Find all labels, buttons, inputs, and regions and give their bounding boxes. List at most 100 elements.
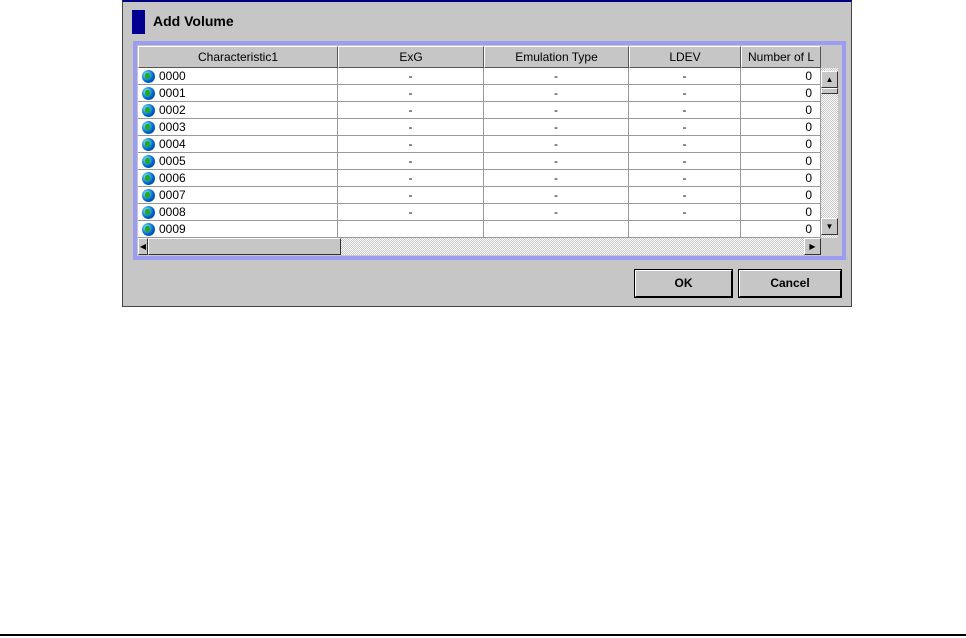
column-header-number-of-l[interactable]: Number of L: [741, 46, 821, 68]
page-divider: [0, 634, 966, 636]
table-row[interactable]: 0009 0: [138, 221, 821, 238]
cell-text: -: [554, 137, 558, 151]
column-header-ldev[interactable]: LDEV: [629, 46, 741, 68]
cell-text: -: [682, 171, 687, 185]
globe-icon: [142, 86, 155, 100]
cell-text: -: [554, 205, 558, 219]
cell-text: -: [554, 154, 558, 168]
column-header-characteristic1[interactable]: Characteristic1: [138, 46, 338, 68]
scroll-right-button[interactable]: ▶: [804, 238, 821, 255]
vertical-scrollbar[interactable]: ▲ ▼: [821, 68, 838, 238]
table-cell: -: [484, 170, 629, 186]
column-header-emulation-type[interactable]: Emulation Type: [484, 46, 629, 68]
table-cell: -: [629, 170, 741, 186]
table-cell: 0: [741, 153, 821, 169]
globe-icon: [142, 137, 155, 151]
table-cell: 0: [741, 102, 821, 118]
horizontal-scrollbar[interactable]: ◀ ▶: [138, 238, 821, 255]
table-cell: 0: [741, 85, 821, 101]
table-cell: 0008: [138, 204, 338, 220]
table-row[interactable]: 0008 - - - 0: [138, 204, 821, 221]
table-row[interactable]: 0007 - - - 0: [138, 187, 821, 204]
table-cell: 0: [741, 136, 821, 152]
cell-text: 0: [805, 188, 812, 202]
ok-button[interactable]: OK: [634, 269, 733, 298]
table-cell: -: [484, 85, 629, 101]
table-row[interactable]: 0000 - - - 0: [138, 68, 821, 85]
table-cell: -: [629, 85, 741, 101]
cell-text: -: [408, 154, 413, 168]
horizontal-scroll-thumb[interactable]: [148, 238, 341, 255]
cancel-button[interactable]: Cancel: [738, 269, 842, 298]
scroll-down-button[interactable]: ▼: [821, 218, 838, 235]
table-row[interactable]: 0004 - - - 0: [138, 136, 821, 153]
table-cell: -: [484, 153, 629, 169]
table-cell: -: [629, 153, 741, 169]
table-cell: 0: [741, 170, 821, 186]
table-cell: -: [629, 68, 741, 84]
cell-text: -: [682, 69, 687, 83]
table-cell: -: [484, 68, 629, 84]
table-cell: -: [338, 68, 484, 84]
cell-text: -: [408, 103, 413, 117]
table-cell: -: [338, 153, 484, 169]
globe-icon: [142, 103, 155, 117]
table-cell: -: [484, 204, 629, 220]
table-cell: -: [338, 102, 484, 118]
table-cell: 0003: [138, 119, 338, 135]
cell-text: -: [682, 120, 687, 134]
table-cell: [484, 221, 629, 237]
table-cell: 0002: [138, 102, 338, 118]
table-cell: -: [484, 119, 629, 135]
table-cell: -: [338, 170, 484, 186]
table-cell: -: [629, 136, 741, 152]
table-cell: -: [484, 136, 629, 152]
cell-text: 0002: [159, 103, 186, 117]
table-cell: 0000: [138, 68, 338, 84]
cell-text: -: [554, 103, 558, 117]
cell-text: -: [554, 69, 558, 83]
cell-text: -: [682, 205, 687, 219]
table-cell: -: [338, 204, 484, 220]
table-row[interactable]: 0002 - - - 0: [138, 102, 821, 119]
cell-text: 0004: [159, 137, 186, 151]
table-cell: 0005: [138, 153, 338, 169]
table-cell: -: [338, 85, 484, 101]
globe-icon: [142, 120, 155, 134]
cell-text: 0: [805, 205, 812, 219]
table-cell: [629, 221, 741, 237]
cell-text: -: [554, 120, 558, 134]
cell-text: 0009: [159, 222, 186, 236]
scroll-up-button[interactable]: ▲: [821, 71, 838, 88]
cell-text: 0: [805, 171, 812, 185]
cell-text: -: [682, 154, 687, 168]
globe-icon: [142, 171, 155, 185]
cell-text: -: [408, 137, 413, 151]
globe-icon: [142, 222, 155, 236]
cell-text: 0: [805, 103, 812, 117]
column-header-exg[interactable]: ExG: [338, 46, 484, 68]
table-cell: -: [484, 102, 629, 118]
vertical-scroll-thumb[interactable]: [821, 88, 838, 94]
cell-text: 0000: [159, 69, 186, 83]
table-row[interactable]: 0005 - - - 0: [138, 153, 821, 170]
cell-text: 0005: [159, 154, 186, 168]
table-row[interactable]: 0006 - - - 0: [138, 170, 821, 187]
table-row[interactable]: 0003 - - - 0: [138, 119, 821, 136]
scroll-left-button[interactable]: ◀: [138, 238, 148, 255]
cell-text: 0007: [159, 188, 186, 202]
cell-text: -: [682, 188, 687, 202]
table-cell: -: [338, 119, 484, 135]
globe-icon: [142, 188, 155, 202]
table-cell: -: [629, 119, 741, 135]
table-cell: 0: [741, 68, 821, 84]
cell-text: 0: [805, 86, 812, 100]
cell-text: 0006: [159, 171, 186, 185]
table-cell: -: [629, 204, 741, 220]
cell-text: -: [408, 86, 413, 100]
table-header: Characteristic1 ExG Emulation Type LDEV …: [138, 46, 821, 68]
cell-text: 0: [805, 154, 812, 168]
table-row[interactable]: 0001 - - - 0: [138, 85, 821, 102]
cell-text: -: [408, 188, 413, 202]
cell-text: 0: [805, 120, 812, 134]
